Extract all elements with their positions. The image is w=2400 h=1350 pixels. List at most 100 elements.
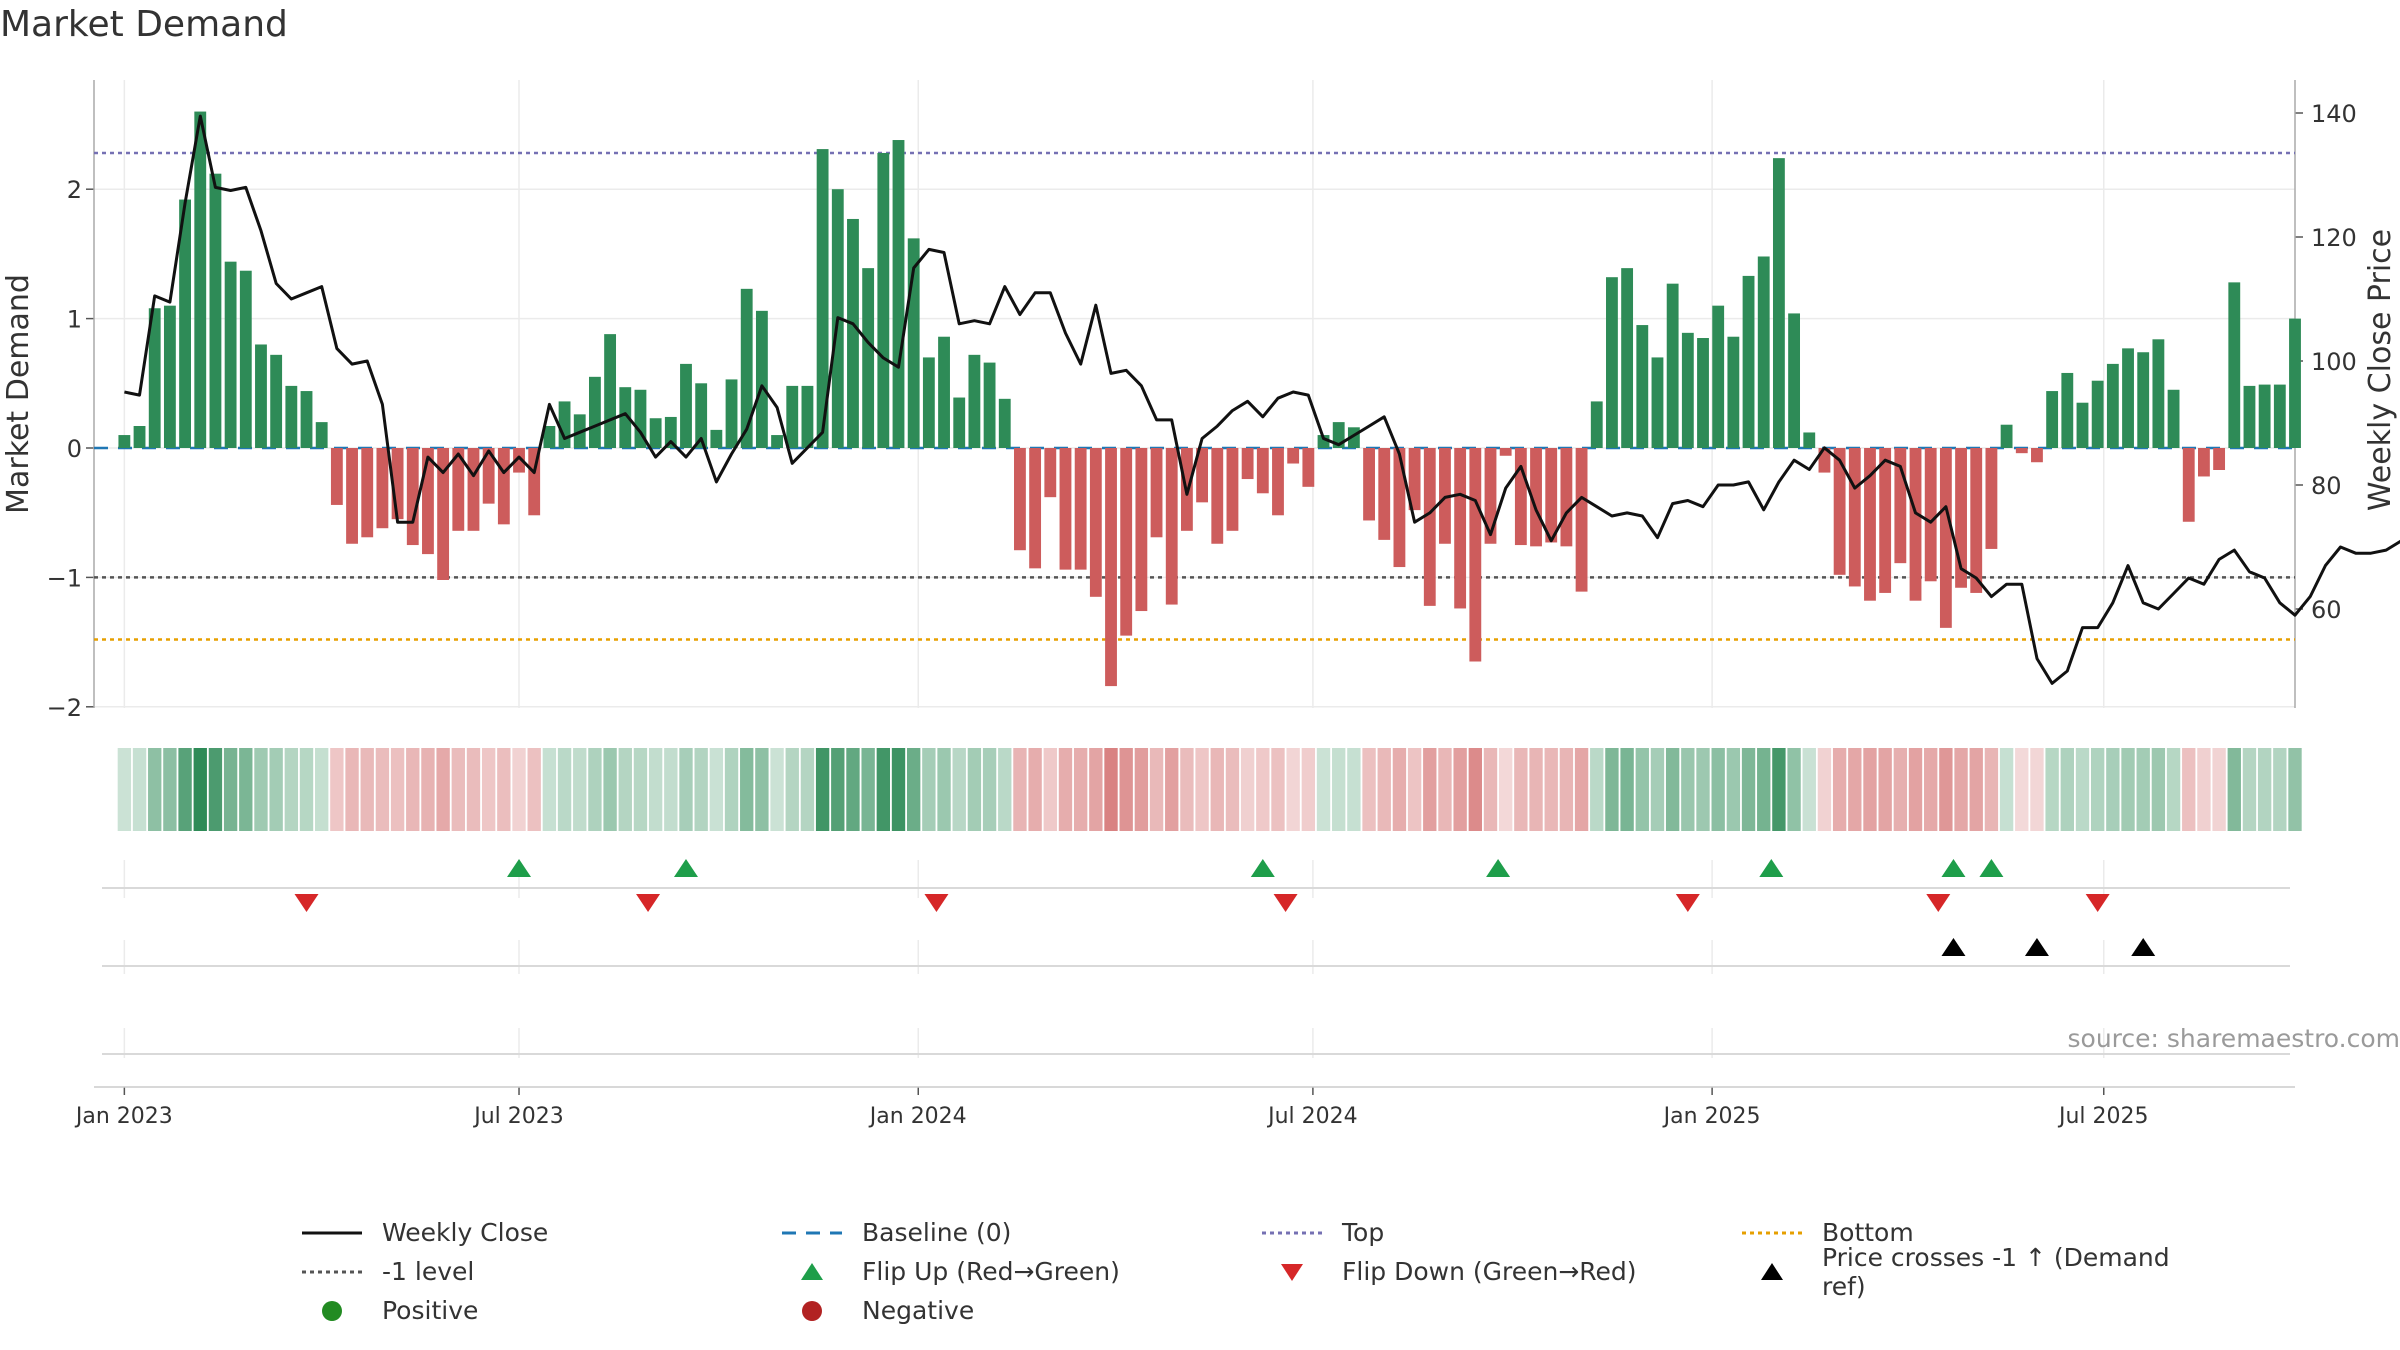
legend-label-flip-up: Flip Up (Red→Green)	[862, 1257, 1120, 1286]
heat-cell-negative	[390, 748, 405, 831]
demand-bar-negative	[1864, 448, 1876, 601]
heat-cell-negative	[1286, 748, 1300, 831]
demand-bar-positive	[877, 152, 890, 448]
heat-cell-negative	[2182, 748, 2196, 831]
heat-cell-positive	[694, 748, 708, 831]
demand-bar-negative	[1423, 448, 1436, 606]
demand-bar-positive	[118, 435, 131, 448]
demand-bar-positive	[725, 379, 738, 448]
heat-cell-negative	[1817, 748, 1832, 831]
heat-cell-negative	[1574, 748, 1589, 831]
legend-item-positive: Positive	[300, 1296, 780, 1325]
heat-cell-negative	[1104, 748, 1118, 831]
heat-cell-negative	[1225, 748, 1240, 831]
demand-bar-positive	[209, 173, 222, 448]
heat-cell-negative	[1453, 748, 1467, 831]
demand-bar-positive	[634, 389, 647, 448]
heat-cell-positive	[208, 748, 223, 831]
heat-cell-positive	[603, 748, 617, 831]
heat-cell-positive	[1590, 748, 1604, 831]
y-right-tick-label: 100	[2311, 348, 2357, 376]
x-tick-label: Jul 2023	[472, 1104, 564, 1129]
demand-bar-positive	[2243, 385, 2256, 448]
heat-cell-negative	[1149, 748, 1164, 831]
demand-bar-positive	[1332, 422, 1345, 448]
demand-bar-negative	[1909, 448, 1922, 601]
heat-cell-positive	[709, 748, 724, 831]
heat-cell-positive	[2136, 748, 2150, 831]
heat-cell-positive	[588, 748, 602, 831]
heat-cell-positive	[1620, 748, 1634, 831]
heat-cell-positive	[1757, 748, 1771, 831]
demand-bar-positive	[998, 398, 1011, 448]
demand-bar-positive	[558, 401, 571, 448]
heat-cell-positive	[1772, 748, 1786, 831]
heat-cell-positive	[239, 748, 253, 831]
demand-bar-positive	[315, 422, 328, 448]
demand-bar-positive	[300, 391, 313, 448]
demand-bar-positive	[2076, 402, 2089, 448]
flip-down-marker	[924, 894, 949, 912]
heat-cell-negative	[481, 748, 496, 831]
demand-bar-negative	[346, 448, 358, 544]
demand-bar-positive	[179, 199, 191, 448]
demand-bar-negative	[1514, 448, 1527, 546]
flip-up-marker	[1759, 859, 1784, 877]
heat-cell-positive	[648, 748, 663, 831]
heat-cell-positive	[1696, 748, 1710, 831]
heat-cell-positive	[2045, 748, 2059, 831]
heat-cell-positive	[967, 748, 982, 831]
demand-bar-positive	[816, 149, 829, 448]
demand-bar-positive	[1788, 313, 1801, 448]
heat-cell-positive	[770, 748, 784, 831]
heat-cell-negative	[1832, 748, 1847, 831]
heat-cell-negative	[1969, 748, 1983, 831]
heat-cell-negative	[406, 748, 420, 831]
demand-heat-strip	[117, 748, 2302, 831]
y-left-tick-label: 2	[67, 176, 82, 204]
demand-bar-negative	[1120, 448, 1133, 636]
demand-bar-negative	[2182, 448, 2195, 522]
demand-bar-positive	[938, 336, 950, 448]
chart-title: Market Demand	[0, 4, 288, 45]
heat-cell-negative	[1407, 748, 1422, 831]
demand-bar-positive	[1636, 325, 1649, 448]
y-right-tick-label: 60	[2311, 596, 2342, 624]
y-right-tick-label: 140	[2311, 100, 2357, 128]
demand-bar-positive	[2122, 348, 2134, 448]
demand-bar-negative	[1211, 448, 1224, 544]
heat-cell-negative	[1210, 748, 1224, 831]
heat-cell-positive	[223, 748, 238, 831]
demand-bar-positive	[740, 288, 753, 448]
heat-cell-positive	[2288, 748, 2302, 831]
heat-cell-negative	[1559, 748, 1574, 831]
demand-bar-positive	[2091, 380, 2104, 448]
heat-cell-negative	[1468, 748, 1482, 831]
heat-cell-positive	[1999, 748, 2014, 831]
heat-cell-negative	[1848, 748, 1862, 831]
heat-cell-negative	[1043, 748, 1057, 831]
demand-bar-negative	[1939, 448, 1952, 628]
heat-cell-positive	[1316, 748, 1331, 831]
heat-cell-positive	[2090, 748, 2105, 831]
demand-bar-negative	[1924, 448, 1937, 582]
heat-cell-positive	[1635, 748, 1649, 831]
heat-cell-positive	[254, 748, 268, 831]
heat-cell-negative	[1529, 748, 1543, 831]
heat-cell-positive	[2060, 748, 2074, 831]
price-cross-marker	[2024, 938, 2049, 956]
flip-up-marker	[1941, 859, 1966, 877]
heat-cell-positive	[922, 748, 936, 831]
price-cross-marker	[2131, 938, 2156, 956]
flip-up-marker	[1486, 859, 1511, 877]
demand-bar-positive	[710, 429, 723, 448]
y-right-tick-label: 120	[2311, 224, 2357, 252]
heat-cell-negative	[360, 748, 374, 831]
demand-bar-negative	[406, 448, 419, 546]
demand-bar-negative	[1393, 448, 1406, 568]
demand-bar-negative	[330, 448, 343, 505]
legend-item-negative: Negative	[780, 1296, 1260, 1325]
demand-bar-positive	[2228, 282, 2241, 448]
demand-bar-positive	[695, 383, 708, 448]
demand-bar-positive	[847, 218, 859, 448]
